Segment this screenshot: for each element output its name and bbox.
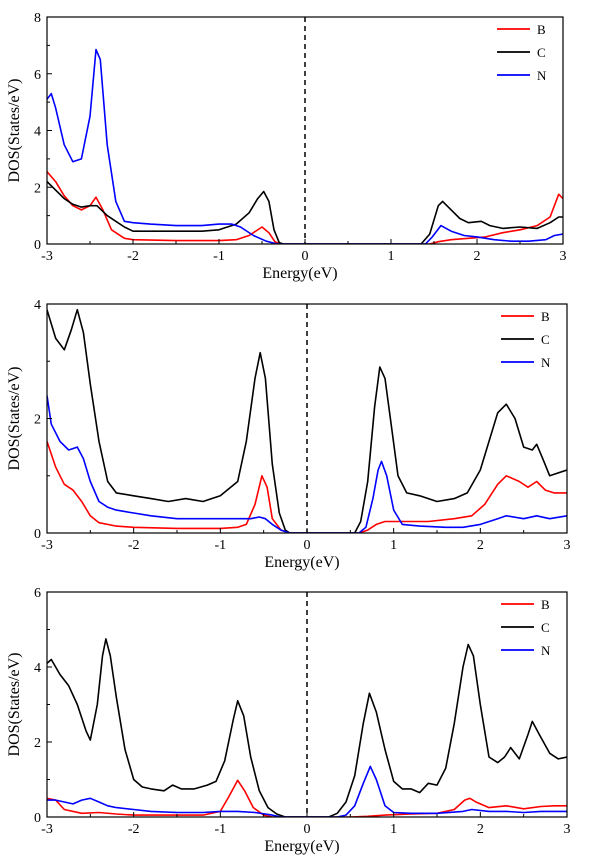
x-tick-label: -2 [128,822,140,837]
y-tick-label: 8 [34,11,41,26]
y-tick-label: 0 [34,811,41,826]
y-tick-label: 2 [34,736,41,751]
legend-label-n: N [541,355,551,370]
y-tick-label: 0 [34,527,41,542]
x-tick-label: -2 [128,538,140,553]
series-line-c [47,638,567,817]
x-tick-label: -3 [41,538,53,553]
x-tick-label: 3 [564,822,571,837]
y-tick-label: 4 [34,661,41,676]
x-axis-label: Energy(eV) [264,554,339,571]
x-tick-label: 1 [390,822,397,837]
legend-label-b: B [541,597,550,612]
legend: BCN [501,597,551,658]
legend-label-n: N [537,68,547,83]
series-line-n [47,48,563,244]
series-line-c [47,308,567,533]
y-tick-label: 0 [34,238,41,253]
x-tick-label: -1 [213,249,225,264]
x-tick-label: -3 [41,822,53,837]
x-tick-label: 0 [304,822,311,837]
y-tick-label: 4 [34,298,41,313]
dos-panel-1: -3 -2 -1 0 1 2 3 0 2 4 6 8 Energy(eV) DOS(States/eV) B… [6,11,567,282]
x-tick-label: -1 [214,822,226,837]
y-tick-label: 6 [34,586,41,601]
x-tick-label: 0 [304,538,311,553]
dos-panel-2: -3 -2 -1 0 1 2 3 0 2 4 Energy(eV) DOS(States/eV) BCN [6,298,571,571]
x-tick-label: -2 [127,249,139,264]
series-line-b [47,779,567,817]
dos-panel-3: -3 -2 -1 0 1 2 3 0 2 4 6 Energy(eV) DOS(States/eV) BC… [6,586,571,855]
x-axis-label: Energy(eV) [262,265,337,282]
x-tick-label: 2 [477,822,484,837]
series-line-n [47,765,567,817]
series-line-n [47,395,567,533]
legend-label-b: B [541,309,550,324]
x-axis-label: Energy(eV) [264,838,339,855]
y-tick-label: 2 [34,181,41,196]
legend: BCN [497,22,547,83]
x-tick-label: -3 [41,249,53,264]
series-line-c [47,181,563,244]
legend-label-c: C [537,45,546,60]
legend-label-b: B [537,22,546,37]
legend-label-c: C [541,620,550,635]
x-tick-label: 2 [474,249,481,264]
x-tick-label: 3 [564,538,571,553]
x-tick-label: 1 [388,249,395,264]
legend: BCN [501,309,551,370]
legend-label-n: N [541,643,551,658]
x-tick-label: 2 [477,538,484,553]
x-tick-label: 3 [560,249,567,264]
legend-label-c: C [541,332,550,347]
y-tick-label: 2 [34,413,41,428]
y-tick-label: 4 [34,125,41,140]
x-tick-label: -1 [214,538,226,553]
y-axis-label: DOS(States/eV) [6,653,23,757]
y-axis-label: DOS(States/eV) [6,367,23,471]
x-tick-label: 1 [390,538,397,553]
x-tick-label: 0 [302,249,309,264]
y-axis-label: DOS(States/eV) [6,79,23,183]
y-tick-label: 6 [34,68,41,83]
